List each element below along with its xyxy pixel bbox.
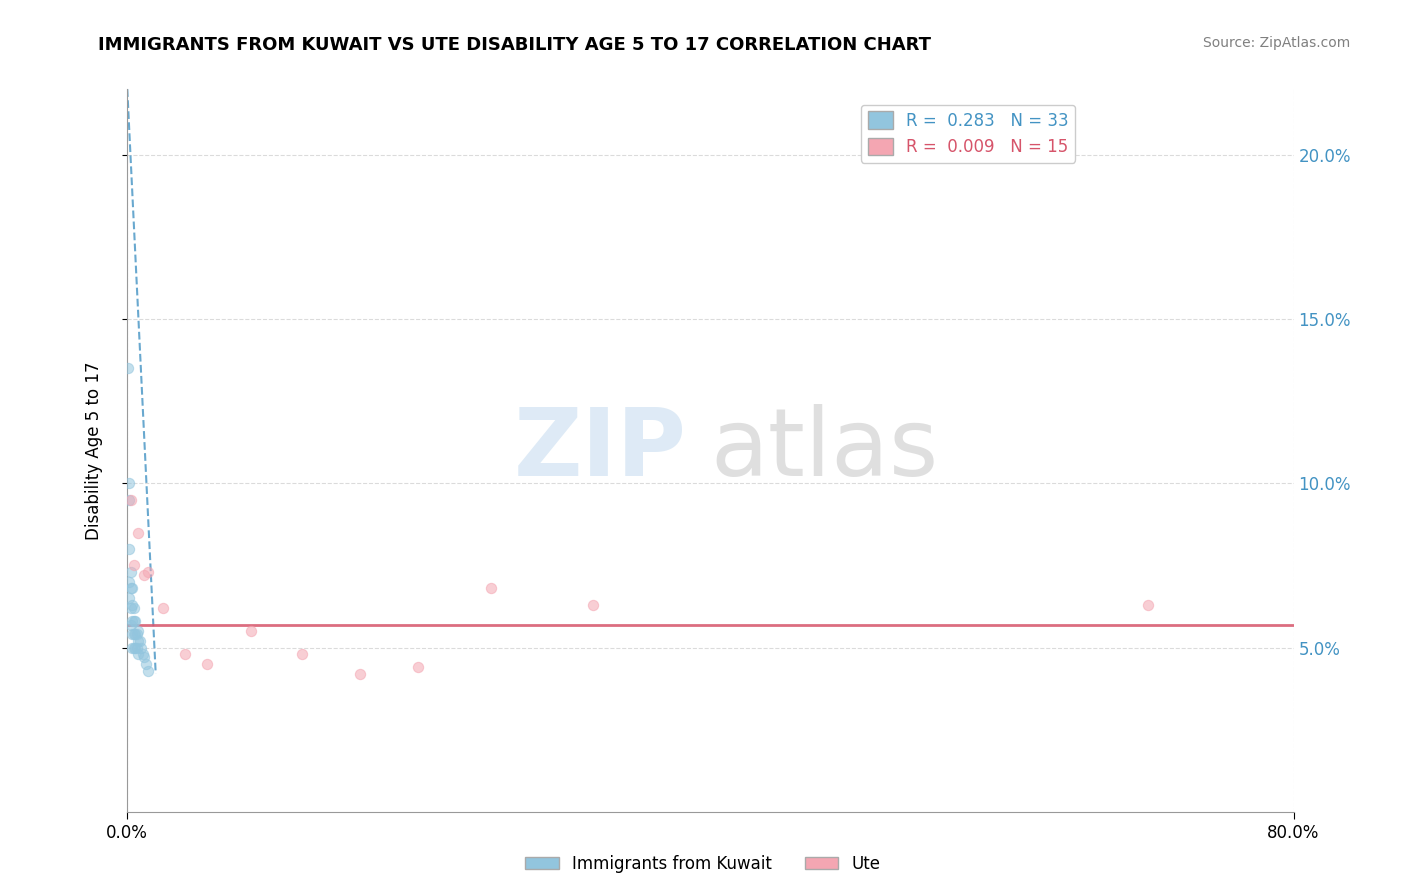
Y-axis label: Disability Age 5 to 17: Disability Age 5 to 17 xyxy=(84,361,103,540)
Point xyxy=(118,492,141,507)
Point xyxy=(120,565,142,579)
Point xyxy=(127,634,149,648)
Text: IMMIGRANTS FROM KUWAIT VS UTE DISABILITY AGE 5 TO 17 CORRELATION CHART: IMMIGRANTS FROM KUWAIT VS UTE DISABILITY… xyxy=(98,36,931,54)
Point xyxy=(138,664,160,678)
Point xyxy=(120,617,142,632)
Point xyxy=(117,361,139,376)
Point xyxy=(124,627,146,641)
Point xyxy=(174,647,197,661)
Point xyxy=(125,640,148,655)
Point xyxy=(122,640,145,655)
Point xyxy=(122,627,145,641)
Point xyxy=(122,558,145,573)
Point xyxy=(195,657,218,671)
Point xyxy=(122,601,145,615)
Point xyxy=(582,598,605,612)
Point xyxy=(132,568,155,582)
Point xyxy=(122,614,145,628)
Legend: R =  0.283   N = 33, R =  0.009   N = 15: R = 0.283 N = 33, R = 0.009 N = 15 xyxy=(860,104,1076,162)
Point xyxy=(239,624,262,639)
Text: Source: ZipAtlas.com: Source: ZipAtlas.com xyxy=(1202,36,1350,50)
Point xyxy=(121,614,143,628)
Point xyxy=(349,666,371,681)
Text: atlas: atlas xyxy=(710,404,938,497)
Point xyxy=(152,601,174,615)
Point xyxy=(124,640,146,655)
Point xyxy=(118,574,141,589)
Point xyxy=(124,614,146,628)
Point xyxy=(1136,598,1159,612)
Point xyxy=(128,634,150,648)
Point xyxy=(125,627,148,641)
Point xyxy=(138,565,160,579)
Point xyxy=(121,640,143,655)
Point xyxy=(127,647,149,661)
Legend: Immigrants from Kuwait, Ute: Immigrants from Kuwait, Ute xyxy=(519,848,887,880)
Point xyxy=(121,582,143,596)
Point xyxy=(127,525,149,540)
Point xyxy=(132,650,155,665)
Point xyxy=(131,647,153,661)
Point xyxy=(118,591,141,606)
Point xyxy=(121,598,143,612)
Point xyxy=(120,492,142,507)
Point xyxy=(134,657,156,671)
Point xyxy=(121,627,143,641)
Point xyxy=(479,582,502,596)
Point xyxy=(290,647,312,661)
Point xyxy=(408,660,430,674)
Point xyxy=(118,541,141,556)
Point xyxy=(118,476,141,491)
Point xyxy=(129,640,152,655)
Point xyxy=(127,624,149,639)
Text: ZIP: ZIP xyxy=(513,404,686,497)
Point xyxy=(120,582,142,596)
Point xyxy=(120,601,142,615)
